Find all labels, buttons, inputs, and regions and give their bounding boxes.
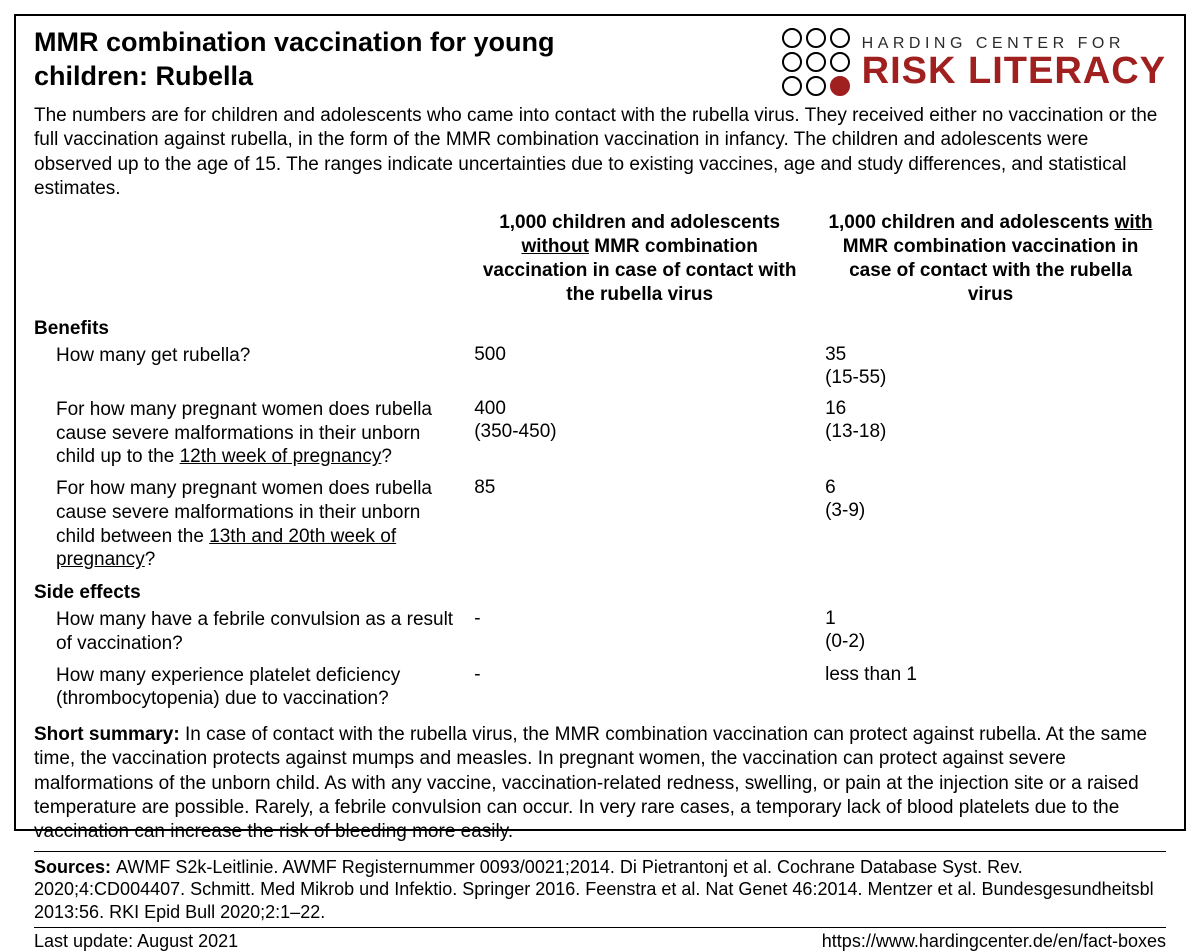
last-update: Last update: August 2021: [34, 931, 238, 952]
table-row: For how many pregnant women does rubella…: [34, 394, 1166, 473]
cell-with: 35(15-55): [815, 340, 1166, 394]
sources: Sources: AWMF S2k-Leitlinie. AWMF Regist…: [34, 851, 1166, 924]
logo-text: HARDING CENTER FOR RISK LITERACY: [862, 36, 1166, 90]
cell-without: -: [464, 604, 815, 660]
row-label: How many have a febrile convulsion as a …: [34, 604, 464, 660]
table-row: How many experience platelet deficiency …: [34, 660, 1166, 716]
logo-dot-grid-icon: [782, 28, 852, 98]
cell-without: 85: [464, 473, 815, 576]
fact-box-sheet: MMR combination vaccination for young ch…: [14, 14, 1186, 831]
summary-text: In case of contact with the rubella viru…: [34, 724, 1147, 842]
table-row: For how many pregnant women does rubella…: [34, 473, 1166, 576]
row-label: For how many pregnant women does rubella…: [34, 394, 464, 473]
intro-paragraph: The numbers are for children and adolesc…: [34, 104, 1166, 201]
cell-with: 16(13-18): [815, 394, 1166, 473]
cell-with: 1(0-2): [815, 604, 1166, 660]
cell-without: 400(350-450): [464, 394, 815, 473]
cell-without: -: [464, 660, 815, 716]
cell-with: 6(3-9): [815, 473, 1166, 576]
header-row: MMR combination vaccination for young ch…: [34, 26, 1166, 98]
logo-bottom-line: RISK LITERACY: [862, 52, 1166, 90]
harding-logo: HARDING CENTER FOR RISK LITERACY: [782, 26, 1166, 98]
summary-label: Short summary:: [34, 724, 185, 745]
fact-table: 1,000 children and adolescents without M…: [34, 211, 1166, 715]
row-label: For how many pregnant women does rubella…: [34, 473, 464, 576]
page-title: MMR combination vaccination for young ch…: [34, 26, 674, 94]
column-header-with: 1,000 children and adolescents with MMR …: [815, 211, 1166, 312]
table-row: How many get rubella? 500 35(15-55): [34, 340, 1166, 394]
sources-text: AWMF S2k-Leitlinie. AWMF Registernummer …: [34, 857, 1154, 922]
benefits-section-label: Benefits: [34, 312, 1166, 340]
sources-label: Sources:: [34, 857, 116, 877]
row-label: How many get rubella?: [34, 340, 464, 394]
footer-row: Last update: August 2021 https://www.har…: [34, 927, 1166, 952]
row-label: How many experience platelet deficiency …: [34, 660, 464, 716]
footer-url: https://www.hardingcenter.de/en/fact-box…: [822, 931, 1166, 952]
table-row: How many have a febrile convulsion as a …: [34, 604, 1166, 660]
column-header-without: 1,000 children and adolescents without M…: [464, 211, 815, 312]
cell-without: 500: [464, 340, 815, 394]
cell-with: less than 1: [815, 660, 1166, 716]
side-effects-section-label: Side effects: [34, 576, 1166, 604]
short-summary: Short summary: In case of contact with t…: [34, 723, 1166, 845]
